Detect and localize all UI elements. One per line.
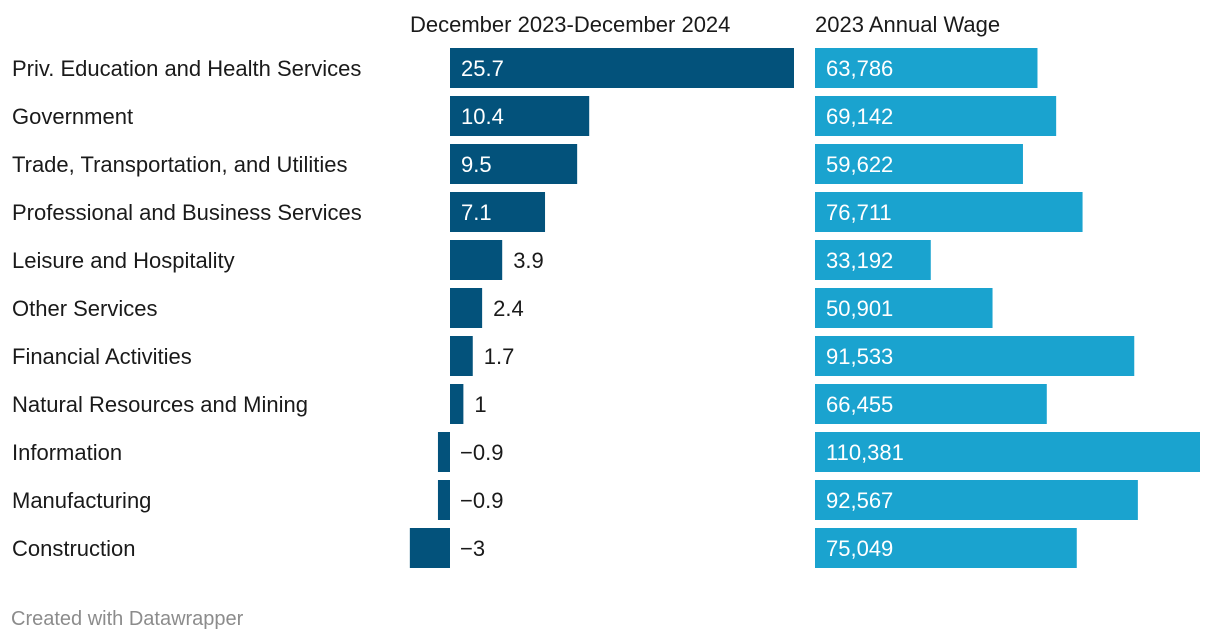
- wage-value-label: 75,049: [826, 536, 893, 561]
- datawrapper-credit: Created with Datawrapper: [11, 608, 244, 630]
- change-bar: [450, 336, 473, 376]
- wage-bar: [815, 48, 1038, 88]
- wage-value-label: 66,455: [826, 392, 893, 417]
- category-label: Natural Resources and Mining: [12, 392, 308, 417]
- wage-bar: [815, 192, 1083, 232]
- wage-value-label: 110,381: [826, 440, 904, 465]
- column-title-wage: 2023 Annual Wage: [815, 12, 1000, 37]
- wage-value-label: 33,192: [826, 248, 893, 273]
- category-label: Government: [12, 104, 133, 129]
- wage-value-label: 63,786: [826, 56, 893, 81]
- category-label: Leisure and Hospitality: [12, 248, 235, 273]
- change-value-label: 10.4: [461, 104, 504, 129]
- change-value-label: 1.7: [484, 344, 515, 369]
- change-bar: [450, 384, 464, 424]
- change-value-label: −3: [460, 536, 485, 561]
- category-label: Other Services: [12, 296, 158, 321]
- wage-bar: [815, 528, 1077, 568]
- category-label: Professional and Business Services: [12, 200, 362, 225]
- chart: December 2023-December 2024 2023 Annual …: [12, 12, 1200, 568]
- change-bar: [450, 48, 794, 88]
- category-label: Priv. Education and Health Services: [12, 56, 361, 81]
- category-label: Manufacturing: [12, 488, 151, 513]
- wage-value-label: 69,142: [826, 104, 893, 129]
- change-bar: [450, 240, 503, 280]
- wage-bar: [815, 432, 1200, 472]
- change-bar: [450, 96, 590, 136]
- change-bar: [450, 144, 578, 184]
- wage-value-label: 92,567: [826, 488, 893, 513]
- wage-value-label: 50,901: [826, 296, 893, 321]
- wage-value-label: 91,533: [826, 344, 893, 369]
- wage-value-label: 59,622: [826, 152, 893, 177]
- column-title-change: December 2023-December 2024: [410, 12, 730, 37]
- wage-bar: [815, 240, 931, 280]
- change-bar: [409, 528, 450, 568]
- category-label: Trade, Transportation, and Utilities: [12, 152, 347, 177]
- change-value-label: 25.7: [461, 56, 504, 81]
- change-value-label: 1: [474, 392, 486, 417]
- wage-bar: [815, 480, 1138, 520]
- change-bar: [437, 432, 450, 472]
- wage-bar: [815, 96, 1057, 136]
- category-label: Construction: [12, 536, 136, 561]
- change-bar: [450, 288, 483, 328]
- change-value-label: 7.1: [461, 200, 492, 225]
- wage-value-label: 76,711: [826, 200, 892, 225]
- wage-bar: [815, 288, 993, 328]
- wage-bar: [815, 384, 1047, 424]
- change-value-label: 9.5: [461, 152, 492, 177]
- wage-bar: [815, 336, 1135, 376]
- change-bar: [450, 192, 546, 232]
- change-value-label: 3.9: [513, 248, 544, 273]
- wage-bar: [815, 144, 1023, 184]
- change-value-label: 2.4: [493, 296, 524, 321]
- category-label: Financial Activities: [12, 344, 192, 369]
- change-value-label: −0.9: [460, 440, 503, 465]
- change-bar: [437, 480, 450, 520]
- change-value-label: −0.9: [460, 488, 503, 513]
- category-label: Information: [12, 440, 122, 465]
